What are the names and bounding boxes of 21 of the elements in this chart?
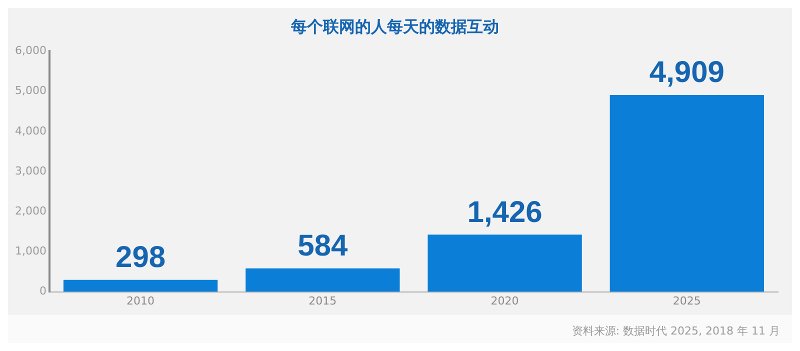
x-tick-label: 2020 [490, 294, 519, 308]
data-label: 4,909 [649, 56, 724, 90]
y-tick-label: 3,000 [14, 164, 46, 178]
bar [246, 268, 400, 292]
bar [428, 234, 582, 292]
chart-title: 每个联网的人每天的数据互动 [290, 16, 499, 36]
data-label: 584 [298, 230, 348, 263]
y-tick-label: 2,000 [14, 204, 46, 218]
x-tick-label: 2015 [308, 294, 337, 308]
y-tick-label: 4,000 [14, 124, 46, 138]
x-tick-label: 2010 [126, 294, 155, 308]
y-tick-label: 6,000 [14, 44, 46, 58]
y-tick-label: 1,000 [14, 244, 46, 258]
data-label: 1,426 [467, 196, 542, 229]
bar [610, 94, 764, 292]
y-tick-label: 0 [39, 284, 46, 298]
data-label: 298 [116, 241, 166, 274]
y-tick-label: 5,000 [14, 84, 46, 98]
text: 资料来源: 数据时代 2025, 2018 年 11 月 [572, 324, 780, 338]
x-tick-label: 2025 [672, 294, 701, 308]
bar [63, 280, 218, 292]
